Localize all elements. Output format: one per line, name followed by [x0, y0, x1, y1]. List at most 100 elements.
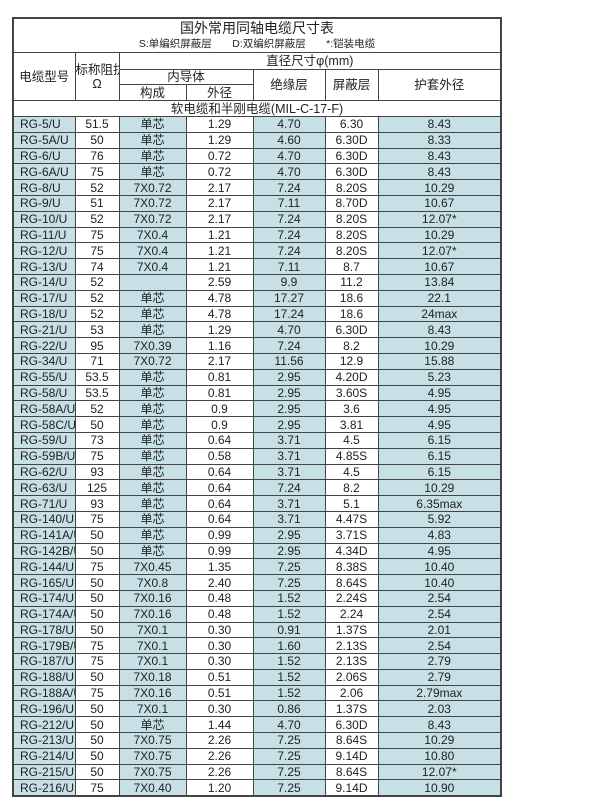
cell-jacket: 10.90	[377, 779, 502, 797]
legend-armored: *:铠装电缆	[326, 38, 376, 50]
coax-cable-size-table: 国外常用同轴电缆尺寸表 S:单编织屏蔽层 D:双编织屏蔽层 *:铠装电缆 电缆型…	[12, 17, 503, 798]
table-row: RG-55/U 53.5 单芯 0.81 2.95 4.20D 5.23	[12, 368, 502, 386]
cell-construction: 单芯	[118, 526, 187, 544]
cell-impedance: 50	[74, 621, 120, 639]
table-row: RG-187/U 75 7X0.1 0.30 1.52 2.13S 2.79	[12, 653, 502, 670]
cell-shield: 2.06S	[324, 668, 379, 686]
cell-model: RG-174/U	[12, 589, 76, 607]
table-row: RG-178/U 50 7X0.1 0.30 0.91 1.37S 2.01	[12, 621, 502, 639]
cell-impedance: 75	[74, 510, 120, 528]
header-impedance-label: 标称阻抗	[75, 62, 118, 77]
cell-construction: 7X0.16	[118, 684, 187, 702]
cell-insulation: 2.95	[252, 368, 326, 386]
table-row: RG-213/U 50 7X0.75 2.26 7.25 8.64S 10.29	[12, 732, 502, 749]
cell-jacket: 4.95	[377, 416, 502, 433]
cell-jacket: 12.07*	[377, 210, 502, 228]
cell-outer-diameter: 0.30	[185, 637, 254, 655]
header-impedance-unit: Ω	[92, 76, 102, 91]
cell-jacket: 2.01	[377, 621, 502, 639]
cell-construction: 单芯	[118, 431, 187, 449]
cell-jacket: 2.79	[377, 668, 502, 686]
cell-impedance: 50	[74, 589, 120, 607]
cell-outer-diameter: 0.99	[185, 526, 254, 544]
table-row: RG-58C/U 50 单芯 0.9 2.95 3.81 4.95	[12, 416, 502, 433]
table-row: RG-62/U 93 单芯 0.64 3.71 4.5 6.15	[12, 463, 502, 481]
cell-model: RG-5A/U	[12, 131, 76, 149]
cell-model: RG-178/U	[12, 621, 76, 639]
cell-outer-diameter: 0.30	[185, 621, 254, 639]
table-row: RG-5A/U 50 单芯 1.29 4.60 6.30D 8.33	[12, 131, 502, 149]
legend: S:单编织屏蔽层 D:双编织屏蔽层 *:铠装电缆	[14, 37, 500, 51]
cell-jacket: 6.15	[377, 463, 502, 481]
table-title-cell: 国外常用同轴电缆尺寸表 S:单编织屏蔽层 D:双编织屏蔽层 *:铠装电缆	[12, 17, 502, 53]
cell-insulation: 3.71	[252, 431, 326, 449]
cell-model: RG-13/U	[12, 258, 76, 275]
cell-impedance: 75	[74, 163, 120, 181]
cell-impedance: 50	[74, 605, 120, 623]
table-row: RG-63/U 125 单芯 0.64 7.24 8.2 10.29	[12, 479, 502, 497]
cell-impedance: 50	[74, 732, 120, 749]
cell-outer-diameter: 1.29	[185, 321, 254, 339]
cell-construction: 单芯	[118, 116, 187, 133]
cell-outer-diameter: 2.26	[185, 732, 254, 749]
cell-shield: 8.20S	[324, 226, 379, 244]
cell-shield: 4.85S	[324, 447, 379, 465]
cell-insulation: 2.95	[252, 416, 326, 433]
cell-construction: 单芯	[118, 510, 187, 528]
cell-impedance: 75	[74, 637, 120, 655]
cell-shield: 8.20S	[324, 210, 379, 228]
cell-model: RG-59/U	[12, 431, 76, 449]
cell-shield: 2.13S	[324, 653, 379, 670]
cell-model: RG-71/U	[12, 495, 76, 512]
cell-model: RG-187/U	[12, 653, 76, 670]
cell-insulation: 7.25	[252, 763, 326, 781]
cell-construction: 7X0.18	[118, 668, 187, 686]
cell-construction: 单芯	[118, 400, 187, 418]
cell-construction: 7X0.40	[118, 779, 187, 797]
cell-insulation: 1.52	[252, 684, 326, 702]
cell-outer-diameter: 1.29	[185, 131, 254, 149]
cell-impedance: 53.5	[74, 384, 120, 402]
header-inner-conductor: 内导体	[118, 69, 254, 85]
cell-impedance: 50	[74, 763, 120, 781]
cell-outer-diameter: 0.9	[185, 400, 254, 418]
cell-model: RG-142B/U	[12, 542, 76, 560]
cell-construction: 单芯	[118, 131, 187, 149]
cell-jacket: 2.79max	[377, 684, 502, 702]
table-row: RG-174/U 50 7X0.16 0.48 1.52 2.24S 2.54	[12, 589, 502, 607]
cell-insulation: 11.56	[252, 352, 326, 370]
cell-outer-diameter: 0.64	[185, 431, 254, 449]
cell-jacket: 8.43	[377, 321, 502, 339]
cell-insulation: 7.24	[252, 179, 326, 196]
cell-outer-diameter: 1.44	[185, 716, 254, 734]
cell-insulation: 7.24	[252, 210, 326, 228]
cell-insulation: 7.25	[252, 779, 326, 797]
table-row: RG-6/U 76 单芯 0.72 4.70 6.30D 8.43	[12, 147, 502, 165]
cell-construction: 7X0.45	[118, 558, 187, 576]
cell-outer-diameter: 2.26	[185, 747, 254, 765]
cell-shield: 6.30D	[324, 716, 379, 734]
cell-shield: 18.6	[324, 289, 379, 307]
table-row: RG-188/U 50 7X0.18 0.51 1.52 2.06S 2.79	[12, 668, 502, 686]
cell-model: RG-6A/U	[12, 163, 76, 181]
cell-jacket: 4.83	[377, 526, 502, 544]
cell-model: RG-8/U	[12, 179, 76, 196]
table-row: RG-6A/U 75 单芯 0.72 4.70 6.30D 8.43	[12, 163, 502, 181]
cell-impedance: 50	[74, 416, 120, 433]
cell-outer-diameter: 1.29	[185, 116, 254, 133]
cell-insulation: 4.70	[252, 716, 326, 734]
cell-insulation: 3.71	[252, 463, 326, 481]
cell-insulation: 7.25	[252, 732, 326, 749]
cell-jacket: 10.67	[377, 194, 502, 212]
cell-shield: 1.37S	[324, 621, 379, 639]
cell-impedance: 93	[74, 463, 120, 481]
cell-construction: 单芯	[118, 305, 187, 323]
cell-shield: 6.30D	[324, 131, 379, 149]
cell-jacket: 8.43	[377, 116, 502, 133]
cell-outer-diameter: 2.40	[185, 574, 254, 591]
cell-jacket: 6.15	[377, 447, 502, 465]
cell-construction: 7X0.4	[118, 258, 187, 275]
cell-jacket: 4.95	[377, 400, 502, 418]
table-row: RG-8/U 52 7X0.72 2.17 7.24 8.20S 10.29	[12, 179, 502, 196]
cell-model: RG-34/U	[12, 352, 76, 370]
